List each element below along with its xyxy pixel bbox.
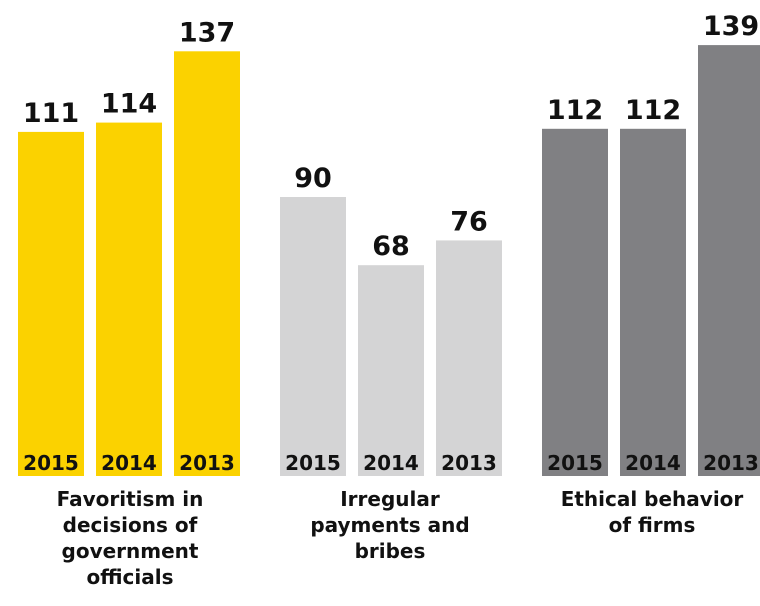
bar — [358, 265, 424, 476]
year-label: 2013 — [703, 451, 759, 475]
year-label: 2014 — [101, 451, 157, 475]
group-label-line: decisions of — [62, 513, 198, 537]
bar — [280, 197, 346, 476]
year-label: 2015 — [547, 451, 603, 475]
year-label: 2015 — [23, 451, 79, 475]
group-label-favoritism: Favoritism in decisions of government of… — [10, 486, 250, 590]
value-label: 68 — [372, 231, 410, 262]
bar — [542, 128, 608, 477]
group-label-line: Favoritism in — [56, 487, 204, 511]
group-label-irregular-payments: Irregular payments and bribes — [270, 486, 510, 564]
year-label: 2015 — [285, 451, 341, 475]
value-label: 111 — [23, 98, 79, 129]
group-label-line: officials — [86, 565, 174, 589]
value-label: 112 — [547, 95, 603, 126]
value-label: 90 — [294, 163, 332, 194]
value-label: 139 — [703, 11, 759, 42]
value-label: 76 — [450, 206, 488, 237]
year-label: 2013 — [179, 451, 235, 475]
bar — [174, 51, 240, 477]
group-label-ethical-behavior: Ethical behavior of firms — [532, 486, 760, 538]
year-label: 2014 — [363, 451, 419, 475]
bar — [436, 240, 502, 476]
bar — [96, 122, 162, 476]
value-label: 114 — [101, 89, 157, 120]
bar — [698, 45, 760, 476]
group-label-line: payments and — [310, 513, 470, 537]
value-label: 137 — [179, 17, 235, 48]
group-label-line: Irregular — [340, 487, 440, 511]
bar — [18, 131, 84, 476]
value-label: 112 — [625, 95, 681, 126]
bar — [620, 128, 686, 477]
year-label: 2014 — [625, 451, 681, 475]
group-label-line: of firms — [608, 513, 696, 537]
group-label-line: Ethical behavior — [560, 487, 744, 511]
group-label-line: government — [61, 539, 199, 563]
group-label-line: bribes — [354, 539, 426, 563]
year-label: 2013 — [441, 451, 497, 475]
